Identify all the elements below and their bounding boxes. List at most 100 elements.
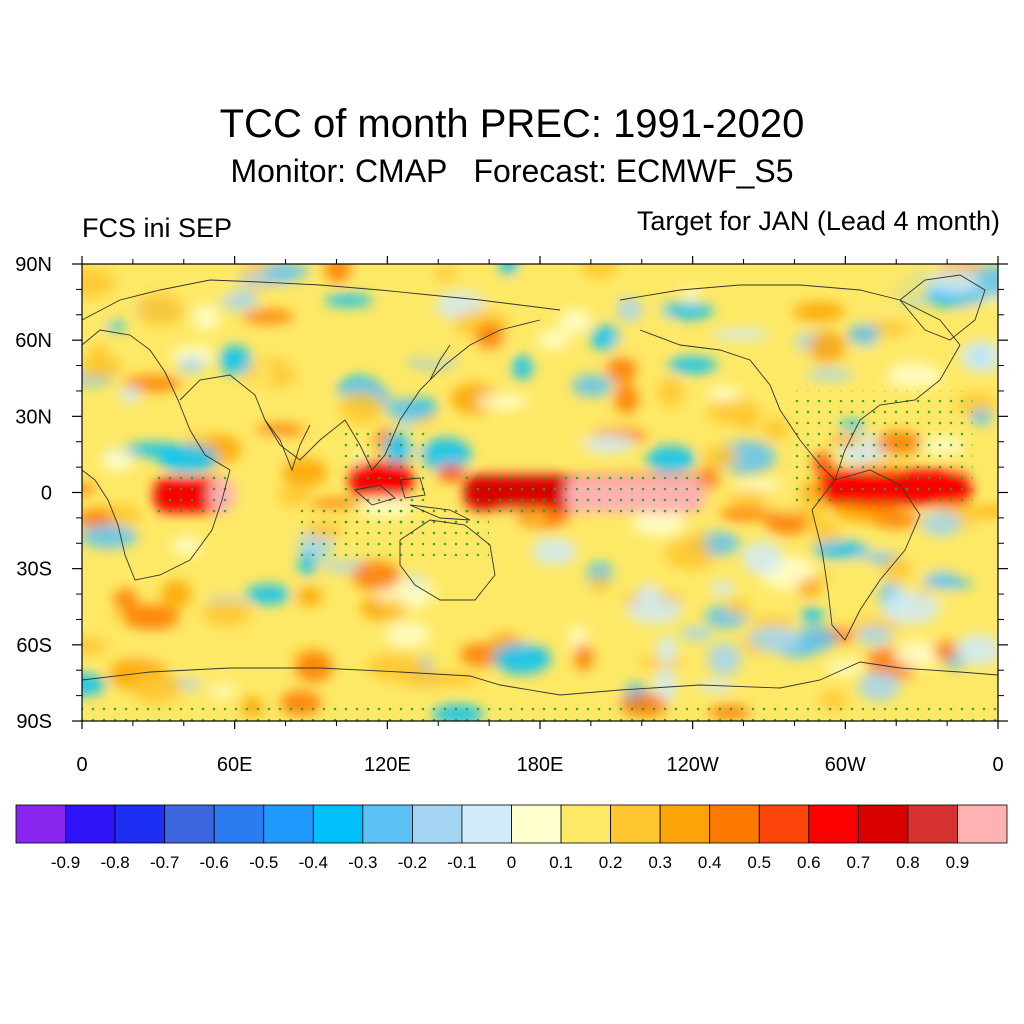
field-patch: [707, 386, 741, 401]
field-patch: [867, 271, 916, 282]
field-patch: [113, 588, 138, 610]
field-patch: [82, 268, 116, 298]
map-title: TCC of month PREC: 1991-2020: [219, 102, 805, 146]
field-patch: [800, 607, 825, 624]
field-patch: [660, 301, 714, 320]
field-patch: [826, 659, 864, 675]
field-patch: [172, 536, 202, 556]
field-patch: [434, 266, 458, 282]
field-patch: [476, 393, 528, 411]
colorbar-swatch: [362, 804, 413, 844]
colorbar-label: -0.6: [200, 853, 229, 872]
colorbar-label: -0.2: [398, 853, 427, 872]
field-patch: [285, 358, 338, 374]
field-patch: [613, 338, 639, 351]
field-patch: [975, 506, 998, 517]
field-patch: [848, 323, 880, 346]
colorbar-swatch: [857, 804, 909, 844]
field-patch: [136, 293, 182, 323]
significance-region: [82, 705, 998, 721]
field-patch: [954, 634, 998, 666]
y-tick-label: 0: [41, 483, 52, 505]
colorbar-swatch: [659, 804, 711, 844]
field-patch: [697, 680, 736, 692]
field-patch: [531, 537, 578, 566]
field-patch: [616, 297, 643, 322]
field-patch: [749, 616, 796, 629]
field-patch: [886, 275, 937, 301]
field-patch: [493, 642, 551, 675]
significance-region: [153, 472, 235, 513]
field-patch: [636, 584, 660, 603]
field-patch: [419, 437, 472, 471]
colorbar-label: -0.7: [150, 853, 179, 872]
field-patch: [796, 578, 822, 597]
field-patch: [194, 668, 235, 690]
colorbar-label: -0.9: [51, 853, 80, 872]
field-patch: [760, 418, 791, 442]
field-patch: [352, 561, 401, 591]
field-patch: [894, 640, 941, 669]
field-patch: [833, 342, 893, 359]
field-patch: [960, 340, 998, 373]
correlation-field: [82, 264, 998, 721]
field-patch: [681, 287, 700, 302]
colorbar-label: -0.4: [299, 853, 328, 872]
colorbar-label: 0.6: [797, 853, 821, 872]
field-patch: [558, 309, 593, 334]
field-patch: [82, 637, 109, 655]
colorbar-label: 0.9: [946, 853, 970, 872]
x-tick-label: 180E: [517, 754, 564, 776]
colorbar-swatch: [907, 804, 958, 844]
field-patch: [218, 345, 252, 376]
field-patch: [650, 313, 673, 346]
y-tick-label: 30S: [16, 559, 52, 581]
field-patch: [213, 275, 234, 301]
field-patch: [690, 530, 708, 561]
y-tick-label: 60S: [16, 635, 52, 657]
field-patch: [556, 599, 594, 616]
x-tick-label: 60W: [825, 754, 866, 776]
field-patch: [741, 540, 783, 575]
field-patch: [589, 325, 621, 351]
field-patch: [411, 352, 459, 365]
x-tick-label: 0: [992, 754, 1003, 776]
colorbar-label: 0.8: [896, 853, 920, 872]
field-patch: [129, 638, 160, 659]
field-patch: [254, 362, 273, 387]
field-patch: [927, 269, 981, 294]
field-patch: [383, 598, 405, 617]
field-patch: [509, 275, 569, 296]
axis-ticks: 0 60E 120E 180E 120W 60W 0 90N 60N 30N 0 30S 60S 90S: [15, 254, 1008, 776]
field-patch: [82, 524, 138, 549]
field-patch: [626, 595, 683, 624]
colorbar-swatch: [164, 804, 215, 844]
colorbar-label: -0.3: [348, 853, 377, 872]
field-patch: [82, 483, 97, 495]
initialization-label: FCS ini SEP: [82, 213, 233, 243]
field-patch: [657, 377, 684, 408]
colorbar-label: 0.5: [747, 853, 771, 872]
field-patch: [956, 303, 998, 328]
colorbar-label: -0.1: [447, 853, 476, 872]
y-tick-label: 30N: [15, 406, 52, 428]
x-tick-label: 0: [76, 754, 87, 776]
field-patch: [667, 356, 718, 374]
colorbar-swatch: [411, 804, 463, 844]
colorbar-swatch: [114, 804, 166, 844]
field-patch: [764, 507, 811, 535]
field-patch: [883, 556, 912, 584]
field-patch: [178, 357, 205, 374]
field-patch: [90, 315, 108, 330]
field-patch: [298, 551, 316, 576]
field-patch: [806, 369, 854, 381]
colorbar-label: 0.1: [549, 853, 573, 872]
field-patch: [88, 343, 109, 375]
field-patch: [712, 328, 771, 341]
field-patch: [119, 387, 141, 403]
field-patch: [826, 565, 879, 588]
colorbar-swatch: [709, 804, 760, 844]
field-patch: [123, 604, 179, 631]
colorbar-swatch: [65, 804, 116, 844]
colorbar-label: -0.8: [100, 853, 129, 872]
